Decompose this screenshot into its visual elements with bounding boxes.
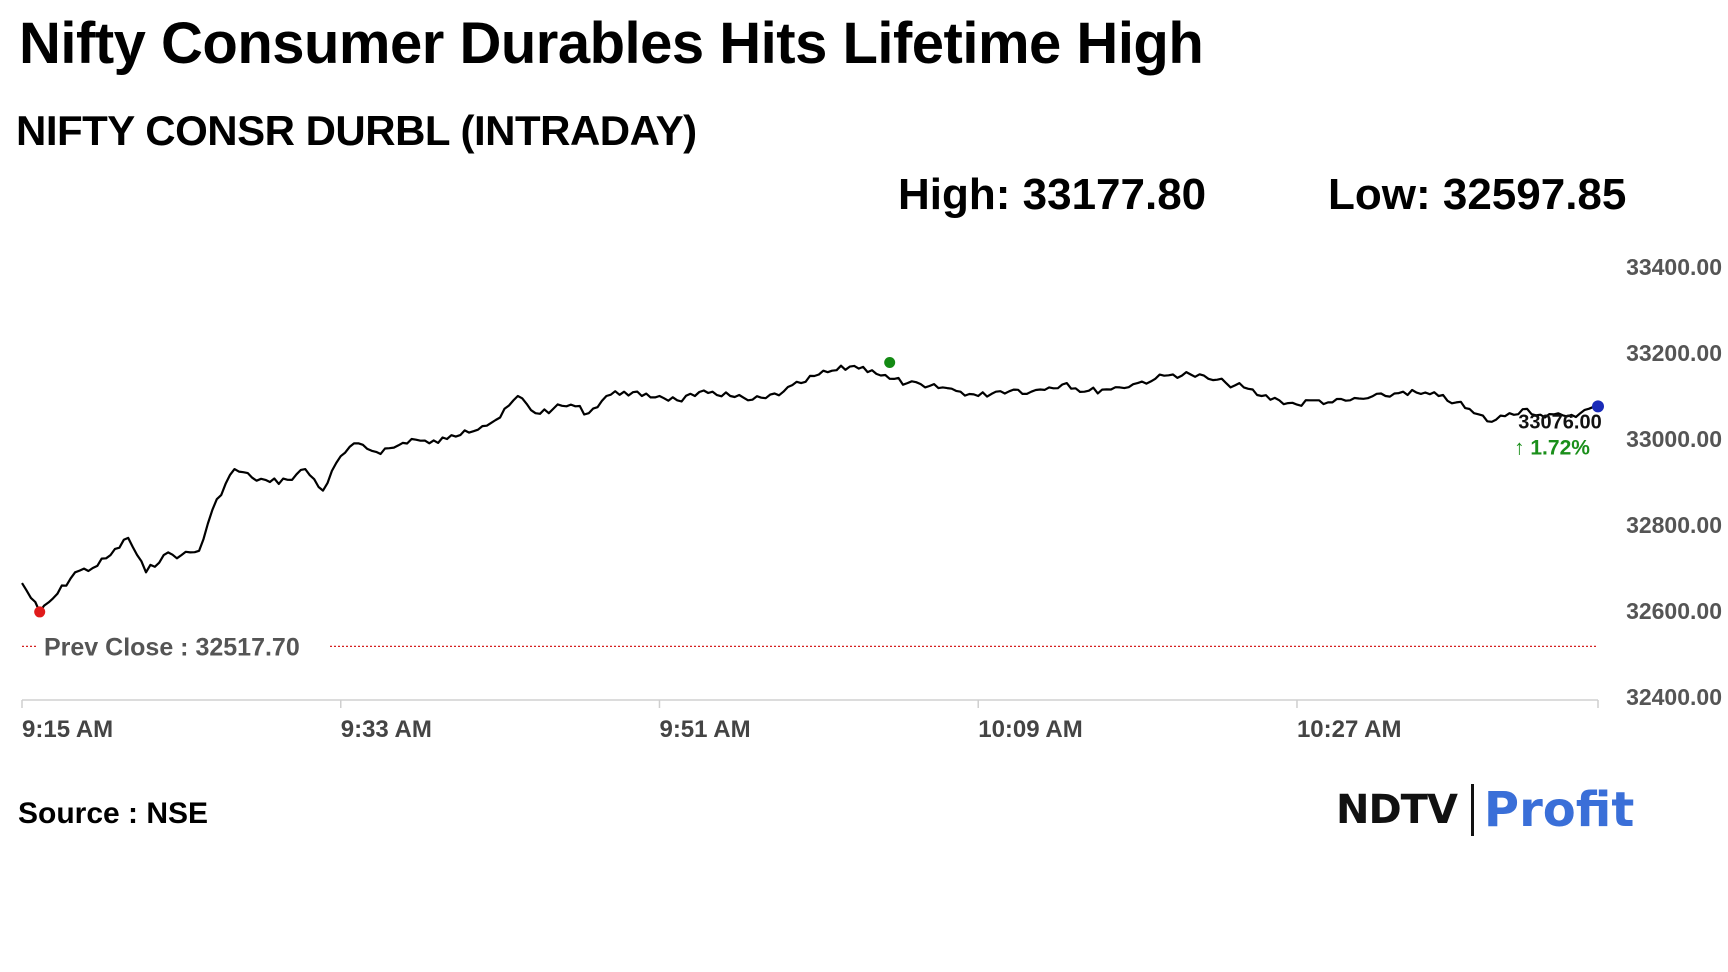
chart-subtitle: NIFTY CONSR DURBL (INTRADAY) (16, 107, 697, 154)
y-tick-label: 33000.00 (1626, 426, 1722, 452)
y-tick-label: 32400.00 (1626, 684, 1722, 710)
x-tick-label: 9:33 AM (341, 716, 432, 743)
last-price-label: 33076.00 (1518, 411, 1601, 433)
last-price-marker (1592, 400, 1604, 413)
logo-separator (1470, 784, 1474, 836)
y-tick-label: 33200.00 (1626, 340, 1722, 366)
source-note: Source : NSE (18, 797, 209, 830)
change-percent-label: ↑ 1.72% (1514, 436, 1590, 459)
x-tick-label: 9:15 AM (22, 716, 113, 743)
high-marker (884, 357, 896, 369)
x-axis: 9:15 AM 9:33 AM 9:51 AM 10:09 AM 10:27 AM (21, 699, 1599, 743)
y-tick-label: 33400.00 (1626, 254, 1722, 280)
markers (34, 357, 1604, 618)
intraday-line-chart: 33400.00 33200.00 33000.00 32800.00 32600.00… (21, 254, 1722, 743)
ndtv-profit-logo: NDTV Profit (1336, 780, 1634, 840)
prev-close: Prev Close : 32517.70 (22, 633, 1598, 661)
low-value: Low: 32597.85 (1328, 170, 1627, 219)
low-marker (34, 606, 46, 618)
y-tick-label: 32800.00 (1626, 512, 1722, 538)
x-tick-label: 9:51 AM (659, 716, 750, 743)
chart-title: Nifty Consumer Durables Hits Lifetime Hi… (19, 11, 1204, 76)
prev-close-label: Prev Close : 32517.70 (44, 633, 300, 661)
y-axis: 33400.00 33200.00 33000.00 32800.00 32600.00… (1626, 254, 1722, 710)
x-tick-label: 10:27 AM (1297, 716, 1401, 743)
logo-profit: Profit (1483, 782, 1635, 838)
price-series (21, 364, 1599, 613)
x-tick-label: 10:09 AM (978, 716, 1082, 743)
logo-ndtv: NDTV (1336, 787, 1458, 833)
last-price-labels: 33076.00 ↑ 1.72% (1514, 411, 1602, 459)
price-line (21, 364, 1599, 613)
high-value: High: 33177.80 (898, 170, 1207, 219)
y-tick-label: 32600.00 (1626, 598, 1722, 624)
